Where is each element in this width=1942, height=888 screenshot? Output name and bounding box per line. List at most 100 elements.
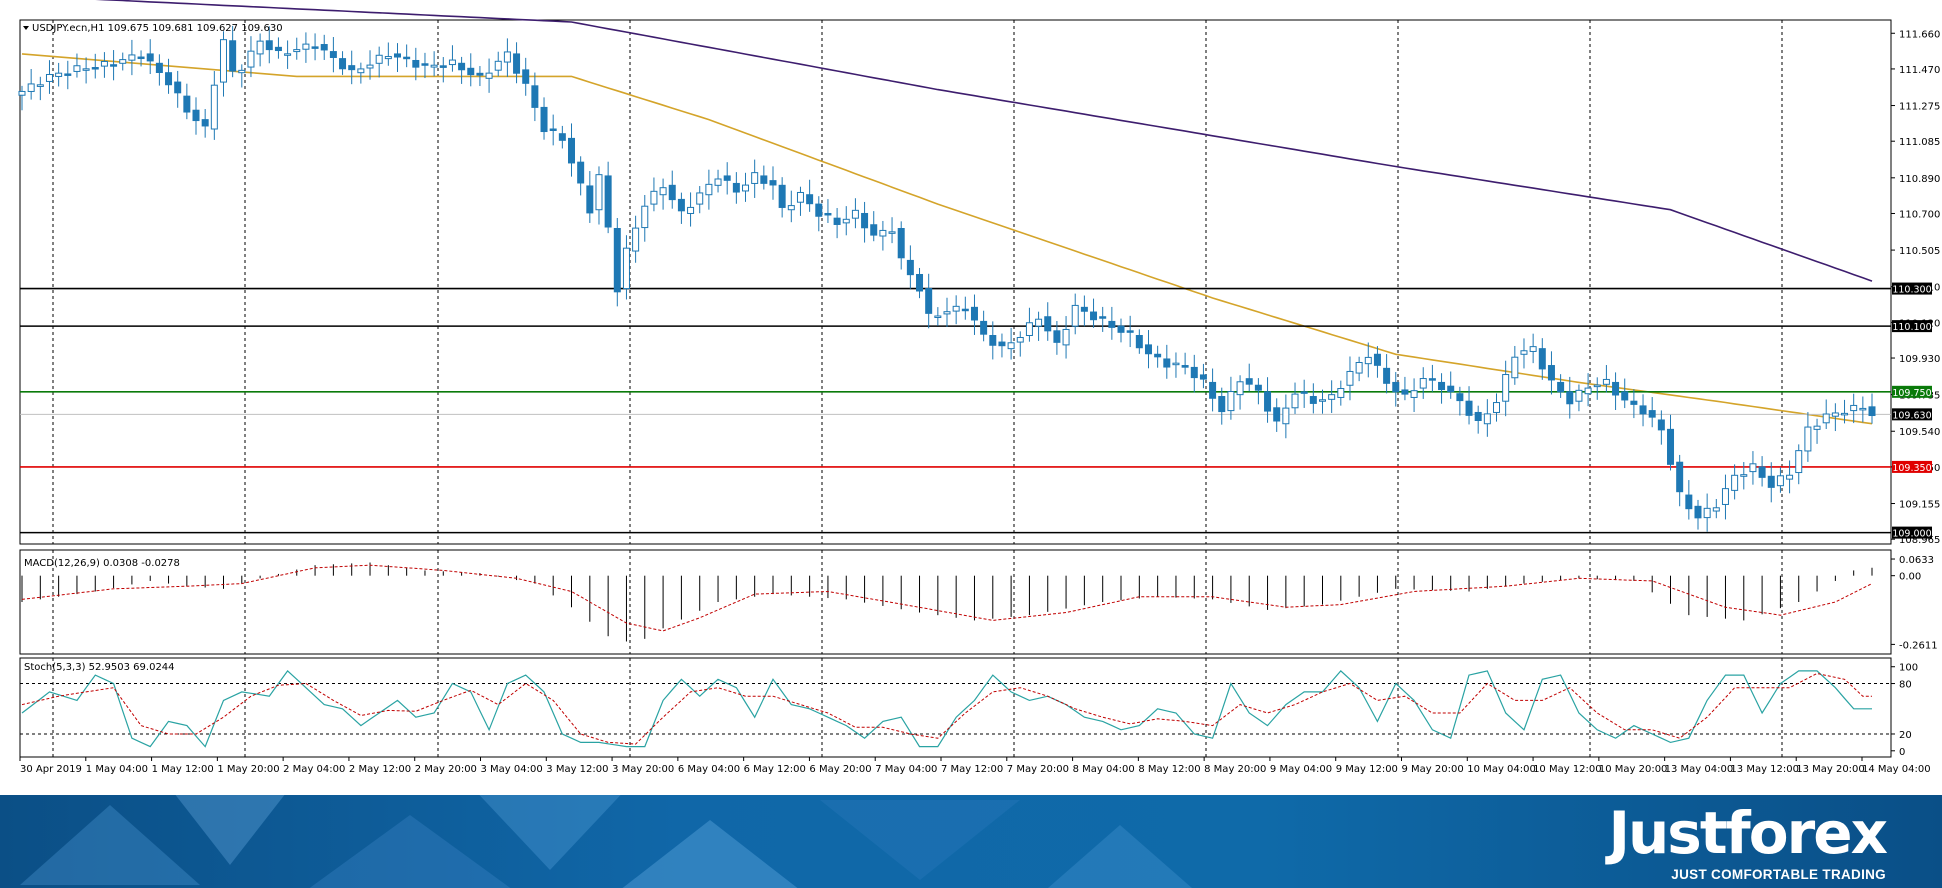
candle-body — [586, 185, 594, 214]
candle-body — [183, 95, 191, 113]
stoch-main-line — [21, 670, 1872, 748]
candle-body — [485, 72, 493, 79]
time-label: 8 May 04:00 — [1073, 764, 1135, 775]
moving-average-line — [21, 53, 1873, 425]
macd-pane[interactable]: 0.0633 0.00 -0.2611 MACD(12,26,9) 0.0308 -… — [19, 549, 1938, 655]
brand-logo[interactable]: Justforex — [1608, 799, 1888, 867]
candle-body — [1547, 365, 1555, 381]
stochastic-pane[interactable]: 100 80 20 0 Stoch(5,3,3) 52.9503 69.0244 — [19, 657, 1918, 758]
candle-body — [1621, 391, 1629, 401]
time-label: 1 May 12:00 — [152, 764, 214, 775]
candle-body — [155, 62, 163, 73]
candle-body — [1337, 388, 1345, 398]
candle-body — [1025, 322, 1033, 337]
candle-body — [1236, 381, 1244, 396]
brand-tagline: JUST COMFORTABLE TRADING — [1671, 867, 1886, 882]
candle-body — [18, 90, 26, 96]
candle-body — [696, 192, 704, 205]
candle-body — [934, 315, 942, 318]
candle-body — [100, 60, 108, 67]
level-tags: 110.300 110.100 109.750 109.630 109.350 109.0… — [1892, 282, 1932, 540]
candle-body — [1035, 318, 1043, 327]
candle-body — [897, 227, 905, 259]
candle-body — [430, 64, 438, 68]
candle-body — [952, 305, 960, 312]
level-tag-text: 109.630 — [1892, 410, 1931, 421]
candle-body — [329, 51, 337, 58]
time-label: 9 May 12:00 — [1336, 764, 1398, 775]
moving-averages — [21, 0, 1873, 425]
candle-body — [861, 212, 869, 229]
candle-body — [1062, 328, 1070, 346]
price-axis: 111.660 111.470 111.275 111.085 110.890 110.7… — [1891, 29, 1940, 546]
candle-body — [998, 341, 1006, 347]
stoch-tick-label: 0 — [1899, 747, 1905, 758]
candle-body — [128, 54, 136, 61]
time-label: 8 May 12:00 — [1138, 764, 1200, 775]
candle-body — [1300, 391, 1308, 394]
candle-body — [1694, 505, 1702, 519]
candle-body — [632, 227, 640, 252]
candle-body — [1090, 311, 1098, 321]
macd-signal-line — [21, 564, 1873, 632]
candle-body — [1676, 461, 1684, 493]
candle-body — [1795, 450, 1803, 474]
candle-body — [1291, 393, 1299, 409]
time-label: 2 May 20:00 — [415, 764, 477, 775]
candle-body — [824, 212, 832, 216]
stoch-tick-label: 20 — [1899, 730, 1912, 741]
candle-body — [1483, 413, 1491, 425]
candle-body — [1364, 356, 1372, 365]
candle-body — [1154, 353, 1162, 358]
time-label: 6 May 20:00 — [809, 764, 871, 775]
candle-body — [1016, 336, 1024, 343]
candle-body — [1080, 306, 1088, 312]
candle-body — [238, 69, 246, 74]
symbol-header: USDJPY.ecn,H1 109.675 109.681 109.627 10… — [32, 23, 283, 34]
candle-body — [1419, 378, 1427, 389]
price-pane[interactable]: 111.660 111.470 111.275 111.085 110.890 110.7… — [18, 0, 1940, 546]
candle-body — [760, 175, 768, 184]
candle-body — [1703, 507, 1711, 519]
candle-body — [1859, 407, 1867, 411]
candle-body — [64, 73, 72, 76]
macd-label: MACD(12,26,9) 0.0308 -0.0278 — [24, 558, 180, 569]
candle-body — [1813, 425, 1821, 430]
macd-tick-label: 0.00 — [1899, 572, 1921, 583]
candle-body — [339, 58, 347, 70]
candle-body — [1282, 407, 1290, 425]
stochastic-label: Stoch(5,3,3) 52.9503 69.0244 — [24, 662, 175, 673]
candle-body — [1392, 381, 1400, 393]
symbol-arrow-icon — [23, 26, 29, 30]
candle-body — [274, 46, 282, 52]
candle-body — [1071, 304, 1079, 327]
candle-body — [284, 53, 292, 56]
price-tick-label: 111.085 — [1899, 137, 1940, 148]
candle-body — [769, 180, 777, 186]
candle-body — [45, 73, 53, 82]
price-tick-label: 111.470 — [1899, 65, 1940, 76]
time-label: 6 May 12:00 — [744, 764, 806, 775]
candle-body — [677, 198, 685, 212]
candle-body — [1667, 428, 1675, 465]
candle-body — [320, 44, 328, 51]
candle-body — [732, 182, 740, 193]
candle-body — [1767, 475, 1775, 488]
candle-body — [613, 227, 621, 293]
candle-body — [1117, 325, 1125, 333]
candle-body — [1538, 348, 1546, 370]
time-label: 9 May 04:00 — [1270, 764, 1332, 775]
candle-body — [1841, 412, 1849, 416]
time-label: 13 May 12:00 — [1730, 764, 1799, 775]
candle-body — [384, 56, 392, 60]
candle-body — [1309, 396, 1317, 404]
candle-body — [650, 190, 658, 205]
candle-body — [714, 178, 722, 186]
candle-body — [687, 206, 695, 214]
time-label: 2 May 04:00 — [283, 764, 345, 775]
candle-body — [906, 259, 914, 276]
level-tag-text: 110.100 — [1892, 322, 1931, 333]
candle-body — [705, 183, 713, 196]
candle-body — [1007, 342, 1015, 350]
candle-body — [1099, 316, 1107, 319]
